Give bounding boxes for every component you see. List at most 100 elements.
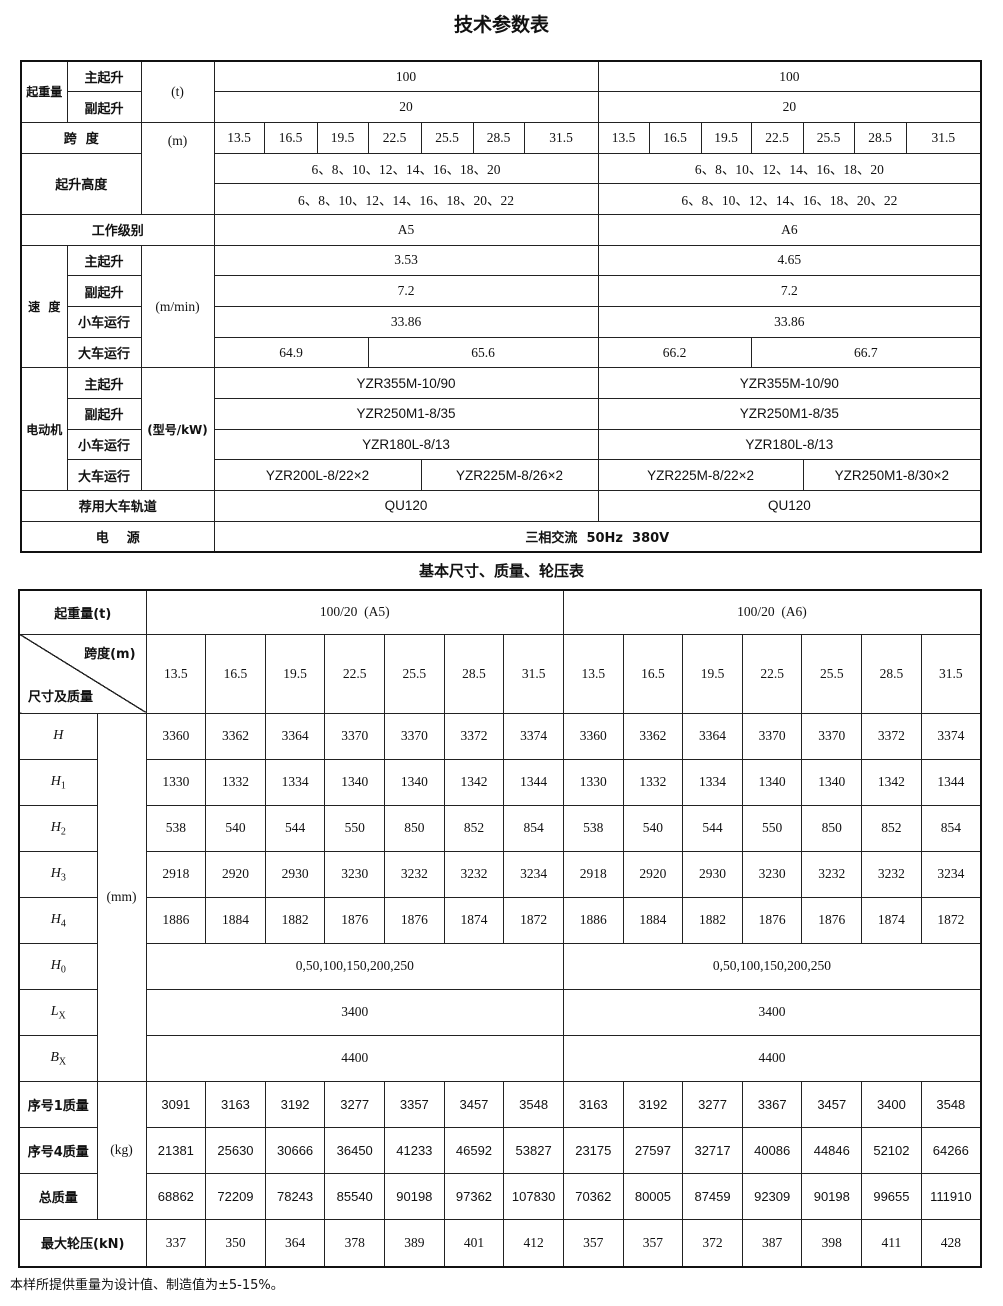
cell: 3367 (741, 1080, 803, 1128)
cell: 3457 (801, 1080, 863, 1128)
mass-row: 序号4质量 21381 25630 30666 36450 41233 46592 53827… (18, 1126, 982, 1174)
cell: 2918 (562, 850, 624, 898)
cell: 65.6 (367, 336, 599, 369)
row-label: 主起升 (66, 367, 142, 400)
cell: 372 (682, 1218, 743, 1268)
dim-row: H1 1330 1332 1334 1340 1340 1342 1344 1330 1332 13… (18, 758, 982, 806)
cell: 428 (920, 1218, 982, 1268)
row-speed-main: 速 度 主起升 (m/min) 3.53 4.65 (20, 244, 982, 369)
mass-label: 序号4质量 (18, 1126, 98, 1174)
mass-row: 序号1质量 (kg) 3091 3163 3192 3277 3357 3457 3548 316… (18, 1080, 982, 1220)
cell: 90198 (801, 1172, 863, 1220)
symbol-subscript: 3 (60, 872, 66, 884)
cell: 2918 (145, 850, 207, 898)
row-speed-aux: 副起升 7.2 7.2 (21, 275, 982, 307)
cell: 66.2 (597, 336, 752, 369)
cell: 6、8、10、12、14、16、18、20、22 (213, 183, 599, 215)
cell: 854 (920, 804, 982, 852)
cell: YZR250M1-8/35 (213, 398, 599, 430)
cell: 1340 (801, 758, 863, 806)
cell: 1334 (264, 758, 326, 806)
symbol-subscript: 2 (60, 826, 66, 838)
cell: 3.53 (213, 244, 599, 277)
cell: 33.86 (597, 306, 982, 338)
cell: 2920 (205, 850, 266, 898)
cell: 1332 (622, 758, 684, 806)
cell: 7.2 (597, 275, 982, 307)
cell: 3357 (384, 1080, 445, 1128)
cell: 3230 (741, 850, 803, 898)
cell: QU120 (213, 490, 599, 522)
symbol: B (50, 1049, 59, 1065)
unit: (kg) (96, 1080, 147, 1220)
cell: 1872 (503, 896, 564, 944)
cell: 1876 (801, 896, 863, 944)
cell: 52102 (861, 1126, 922, 1174)
cell: 64.9 (213, 336, 369, 369)
row-lift-height-aux: 6、8、10、12、14、16、18、20、22 6、8、10、12、14、16… (21, 183, 982, 215)
cell: 357 (622, 1218, 684, 1268)
page-title: 技术参数表 (453, 14, 549, 36)
cell: YZR250M1-8/35 (597, 398, 982, 430)
span-cell: 19.5 (316, 121, 369, 154)
cell: 850 (384, 804, 445, 852)
cell: YZR355M-10/90 (213, 367, 599, 400)
unit: (型号/kW) (140, 367, 215, 492)
cell: 540 (205, 804, 266, 852)
row-rail: 荐用大车轨道 QU120 QU120 (20, 490, 982, 522)
cell: 1344 (920, 758, 982, 806)
cell: YZR200L-8/22×2 (213, 459, 422, 492)
cell: 3232 (384, 850, 445, 898)
cell: 850 (801, 804, 863, 852)
cell: 32717 (682, 1126, 743, 1174)
cell: 1886 (562, 896, 624, 944)
span-cell: 31.5 (905, 121, 982, 154)
unit: (m) (140, 121, 215, 215)
cell: 538 (145, 804, 207, 852)
dim-label: H2 (18, 804, 98, 852)
cell: 6、8、10、12、14、16、18、20 (597, 152, 982, 185)
cell: 2930 (682, 850, 743, 898)
dim-label: H0 (18, 942, 98, 990)
span-cell: 16.5 (205, 633, 266, 714)
cell: 7.2 (213, 275, 599, 307)
mass-label: 序号1质量 (18, 1080, 98, 1128)
cell: 三相交流 50Hz 380V (213, 520, 982, 553)
cell: 3230 (324, 850, 386, 898)
cell: YZR355M-10/90 (597, 367, 982, 400)
span-cell: 25.5 (420, 121, 474, 154)
cell: 20 (213, 91, 599, 123)
dim-row: LX 3400 3400 (18, 988, 982, 1036)
footnote: 本样所提供重量为设计值、制造值为±5-15%。 (10, 1278, 284, 1293)
row-lift-height-main: 起升高度 6、8、10、12、14、16、18、20 6、8、10、12、14、… (20, 152, 982, 215)
cell: 3372 (443, 712, 505, 760)
span-cell: 28.5 (861, 633, 922, 714)
cell: 0,50,100,150,200,250 (562, 942, 982, 990)
cell: 337 (145, 1218, 207, 1268)
dim-row: H4 1886 1884 1882 1876 1876 1874 1872 1886 1884 18… (18, 896, 982, 944)
row-label: 跨 度 (20, 121, 142, 154)
cell: 3360 (145, 712, 207, 760)
cell: 3364 (264, 712, 326, 760)
span-cell: 25.5 (801, 633, 863, 714)
row-label: 小车运行 (66, 306, 142, 338)
cell: 3192 (622, 1080, 684, 1128)
span-cell: 13.5 (213, 121, 265, 154)
cell: 3370 (801, 712, 863, 760)
cell: 80005 (622, 1172, 684, 1220)
symbol: H (50, 819, 61, 835)
cell: 100 (597, 60, 982, 93)
cell: 3400 (145, 988, 564, 1036)
unit: (mm) (96, 712, 147, 1082)
cell: 357 (562, 1218, 624, 1268)
dim-label: LX (18, 988, 98, 1036)
wheel-label: 最大轮压(kN) (18, 1218, 147, 1268)
motor-label: 电动机 (20, 367, 68, 492)
cell: 389 (384, 1218, 445, 1268)
unit: (m/min) (140, 244, 215, 369)
cell: 3548 (503, 1080, 564, 1128)
cell: 3457 (443, 1080, 505, 1128)
symbol-subscript: 1 (60, 780, 66, 792)
span-cell: 22.5 (750, 121, 804, 154)
cell: 3374 (920, 712, 982, 760)
